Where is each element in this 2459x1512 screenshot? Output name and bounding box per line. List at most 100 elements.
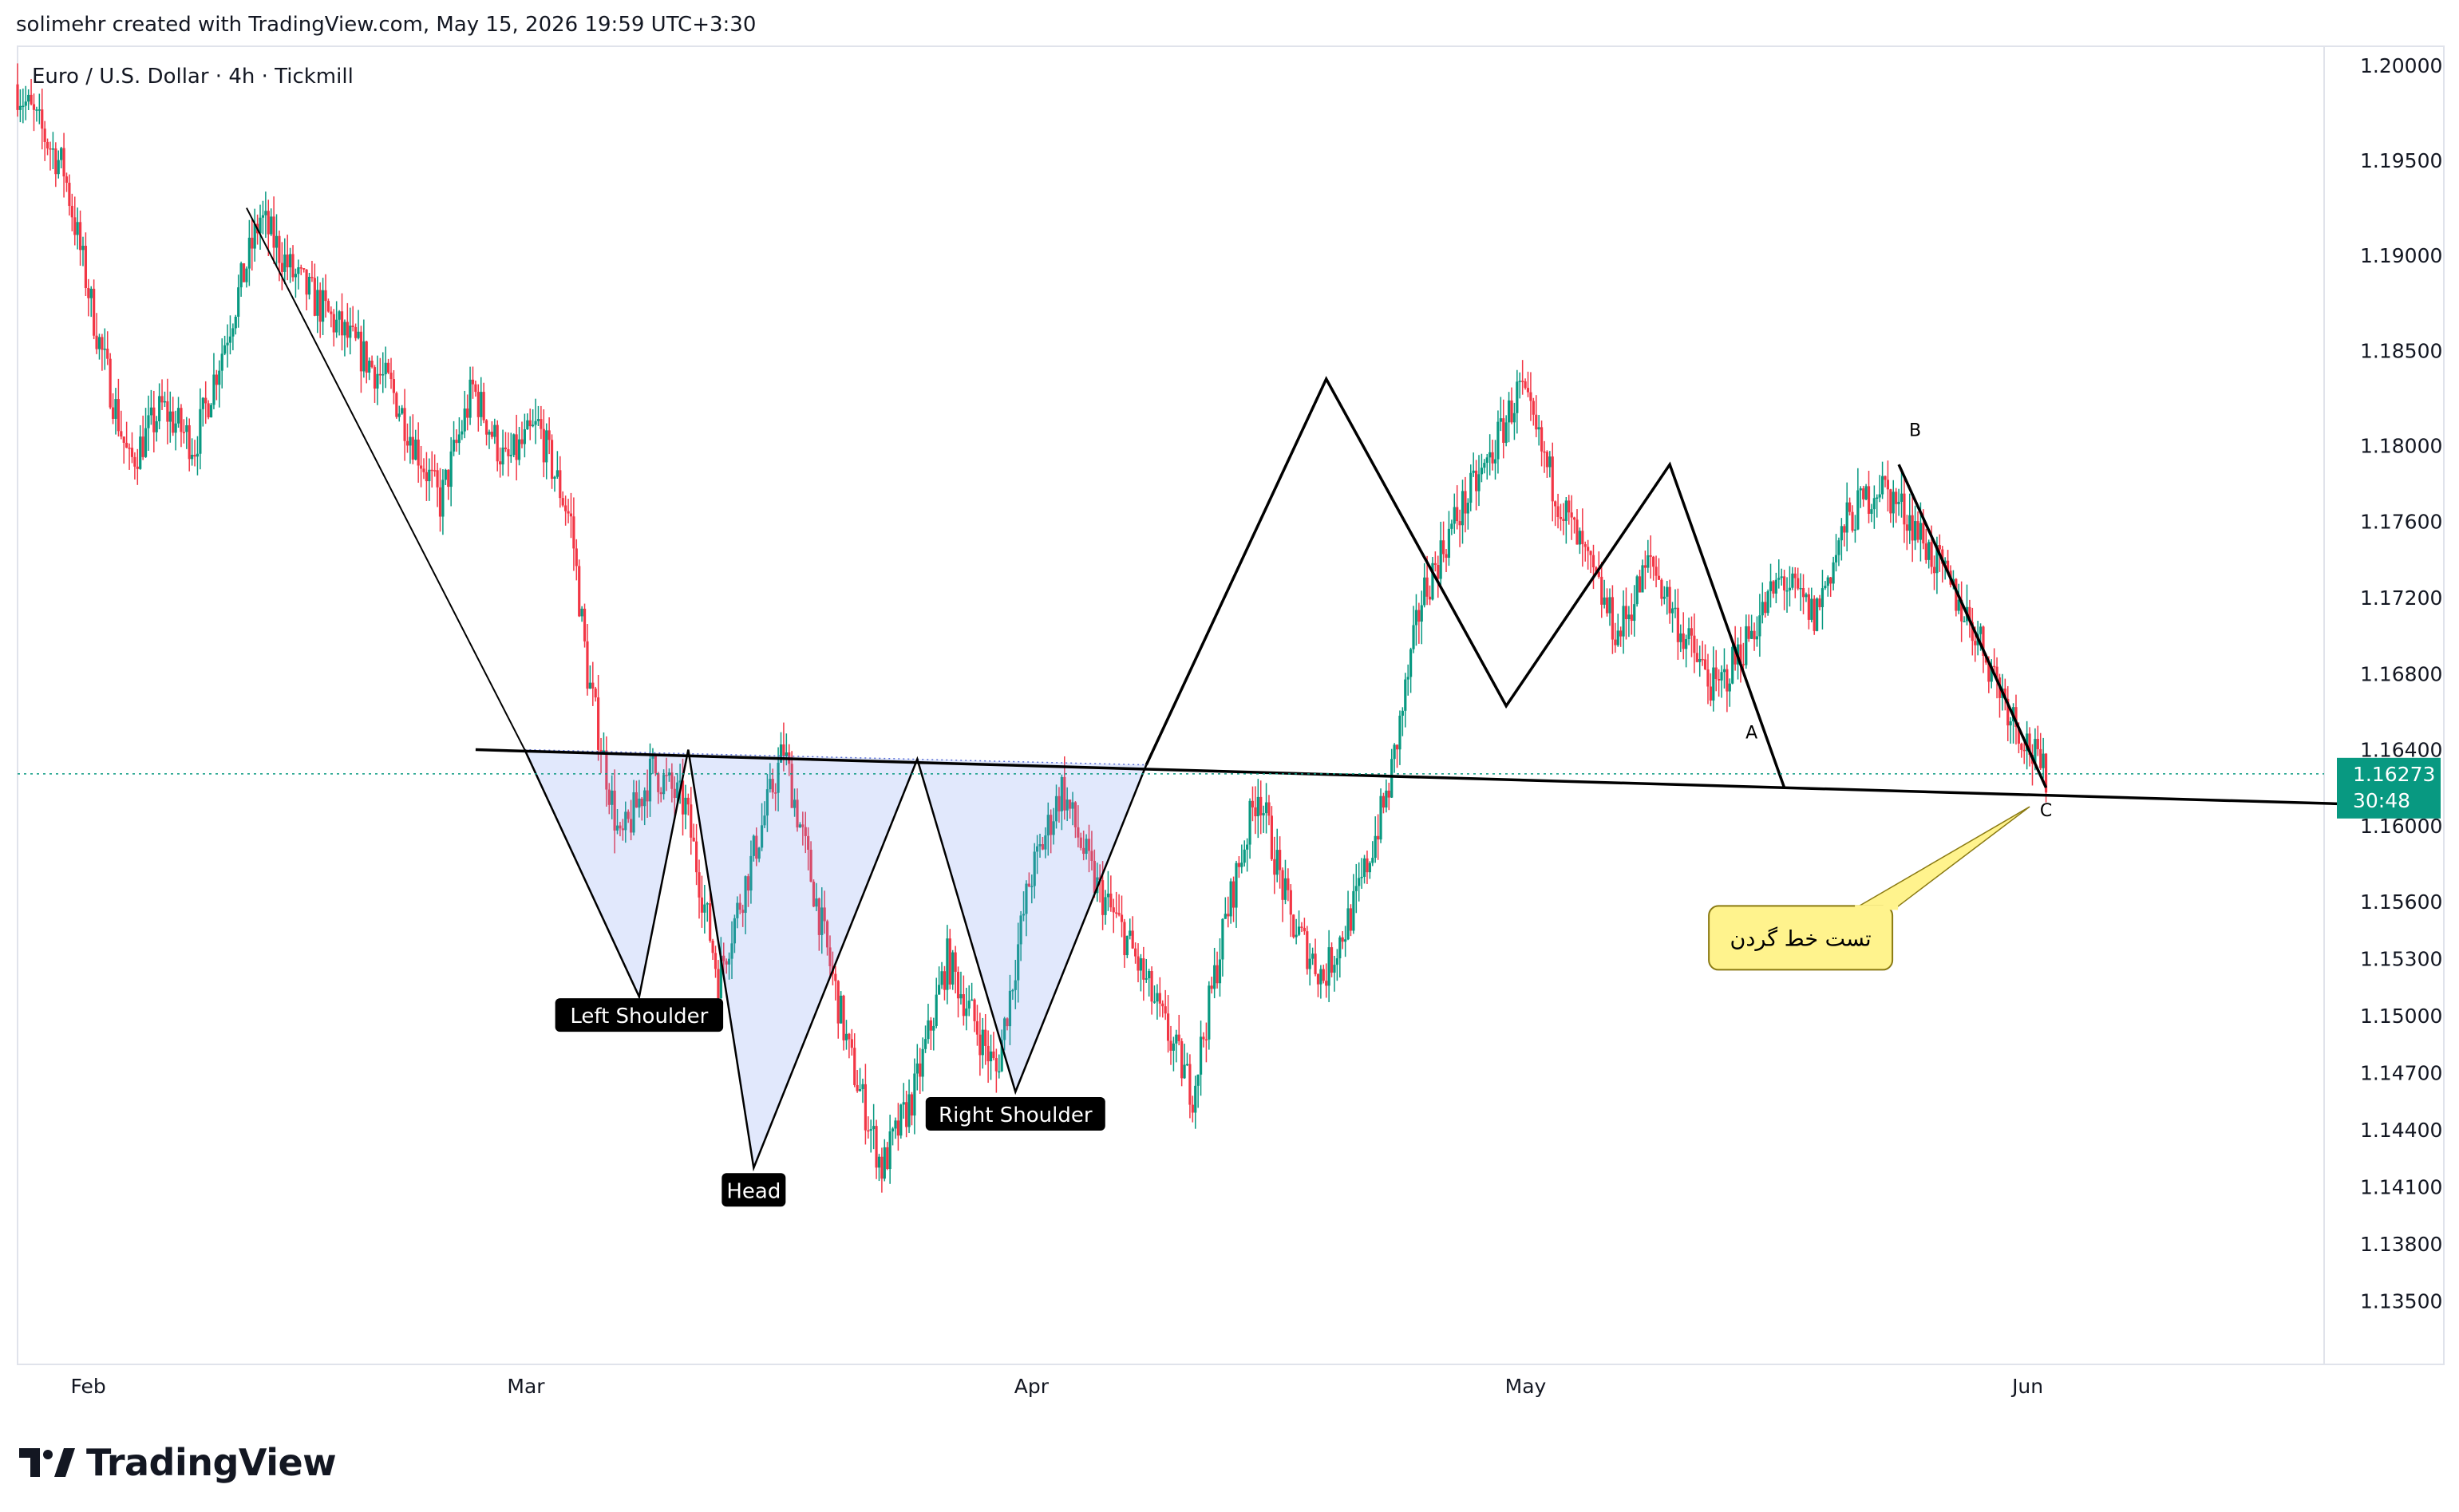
candle-body [1960, 599, 1963, 622]
candle-body [1461, 491, 1465, 526]
candle-body [302, 268, 306, 270]
candle [1892, 480, 1895, 528]
candle-body [1638, 576, 1642, 593]
candle [155, 416, 158, 442]
candle-body [411, 436, 414, 460]
candle [1180, 1038, 1184, 1087]
y-tick-label: 1.13800 [2360, 1233, 2442, 1256]
candle [725, 958, 728, 974]
candle [1837, 537, 1840, 567]
candle [239, 261, 243, 297]
candle-body [1008, 990, 1012, 1027]
candle-body [1990, 665, 1993, 682]
candle-body [1706, 669, 1710, 687]
candle [730, 921, 733, 979]
candle [719, 937, 722, 1000]
candle [1485, 453, 1488, 480]
candle-body [109, 358, 112, 408]
candle-body [954, 952, 957, 972]
candle [553, 476, 556, 492]
candle [60, 146, 63, 169]
pattern-label: Left Shoulder [555, 998, 724, 1032]
candle-body [856, 1084, 859, 1092]
candle [1690, 616, 1694, 657]
candle [1175, 1029, 1178, 1063]
candle-body [967, 1001, 971, 1009]
candle-body [1152, 1001, 1156, 1003]
candle-body [1085, 839, 1088, 855]
candle-body [1614, 639, 1617, 645]
candle-body [1360, 876, 1363, 878]
candle-body [659, 792, 662, 795]
candle-body [1044, 835, 1047, 850]
candle [1755, 616, 1759, 647]
candle [1483, 459, 1486, 474]
candle [417, 422, 420, 484]
candle-body [891, 1128, 895, 1131]
candle-body [940, 971, 943, 985]
candle-body [1030, 886, 1034, 887]
candle [1876, 494, 1879, 518]
candle [981, 1017, 984, 1069]
candle [340, 293, 344, 351]
candle [1960, 581, 1963, 642]
candle-body [864, 1084, 867, 1131]
candle-body [1417, 610, 1421, 622]
candle-body [1654, 567, 1658, 576]
candle-body [763, 815, 766, 826]
candle [84, 232, 88, 297]
candle-body [1175, 1034, 1178, 1044]
candle-body [1437, 565, 1440, 579]
candle-body [1880, 476, 1884, 495]
candle-body [1033, 851, 1036, 886]
price-axis[interactable]: 1.20000 1.19500 1.19000 1.18500 1.18000 1.176… [2337, 54, 2442, 1313]
candle-body [1409, 649, 1413, 677]
candle-body [1472, 470, 1475, 473]
candle-body [1003, 1018, 1006, 1040]
candle-body [1963, 621, 1966, 622]
candle-body [1306, 931, 1309, 969]
candle-body [965, 1008, 968, 1017]
candle [351, 306, 354, 332]
candle [89, 286, 93, 318]
candle [692, 823, 695, 842]
candle [18, 89, 22, 123]
candle-body [607, 789, 611, 805]
tradingview-logo[interactable]: TradingView [19, 1441, 337, 1484]
candle-body [1458, 521, 1461, 526]
candle [1041, 836, 1045, 851]
candle-body [223, 345, 227, 354]
candle [382, 352, 385, 393]
time-axis[interactable]: Feb Mar Apr May Jun [70, 1375, 2043, 1398]
candle [1703, 644, 1707, 670]
candle [935, 977, 938, 1028]
candle [774, 783, 777, 811]
candle-body [310, 276, 314, 278]
candle-body [632, 792, 635, 833]
candle-body [828, 947, 832, 966]
candle-body [1722, 669, 1726, 673]
candle [247, 219, 251, 286]
candle-body [1251, 800, 1255, 807]
candle-body [253, 223, 256, 249]
candle [1608, 588, 1611, 626]
candle-body [1641, 565, 1644, 593]
candle [185, 416, 188, 449]
candle [1349, 904, 1353, 937]
candle [654, 754, 657, 776]
candle [193, 440, 196, 467]
candle-body [727, 958, 731, 965]
candle [1903, 476, 1906, 543]
candle [2042, 737, 2045, 779]
candle-body [1600, 576, 1603, 605]
candle-body [1469, 472, 1473, 503]
candle-body [709, 903, 712, 942]
candle [1297, 910, 1301, 937]
candle [1862, 485, 1865, 507]
candle [349, 307, 352, 355]
candle [419, 445, 423, 488]
candle-body [316, 290, 319, 316]
candle-body [564, 505, 567, 511]
candle [441, 469, 445, 535]
